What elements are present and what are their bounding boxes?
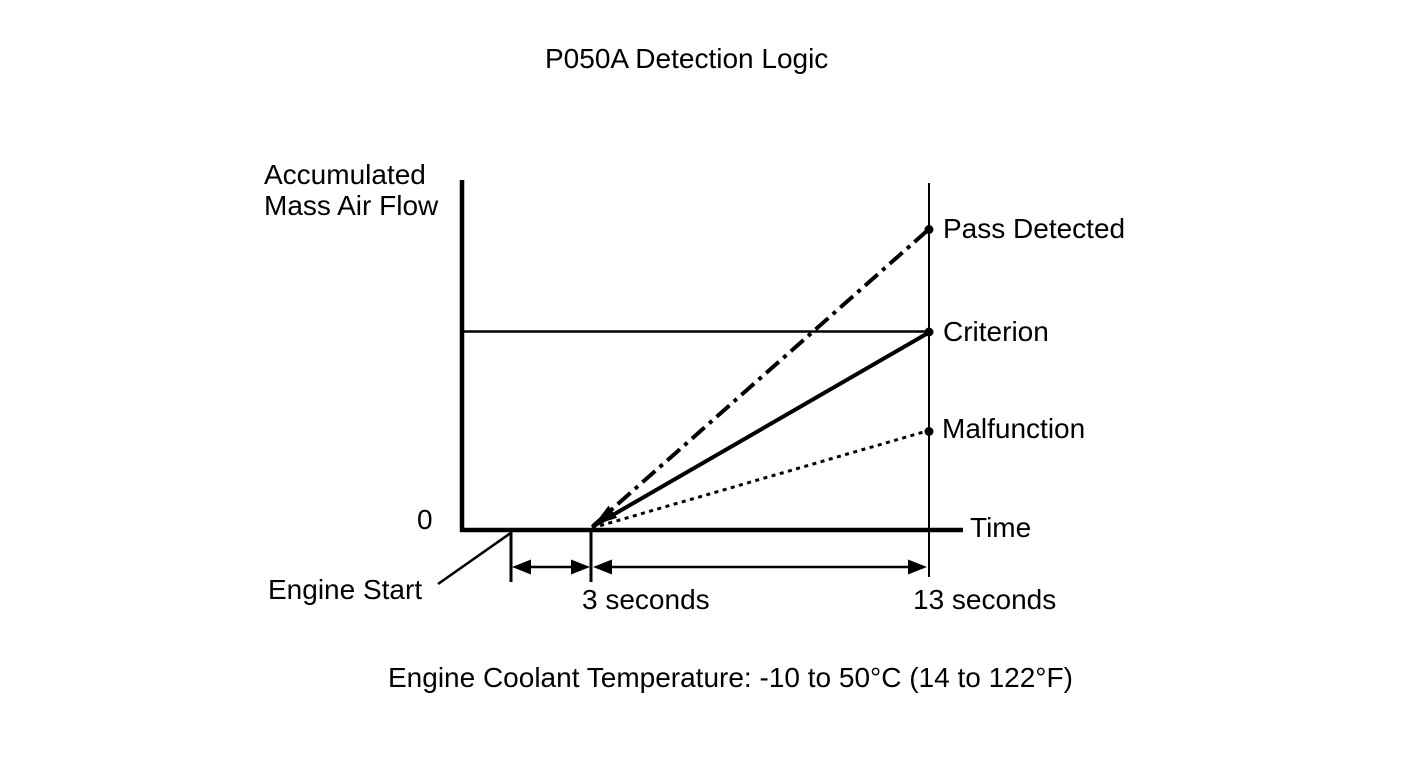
interval-arrow-start-to-3s	[512, 559, 590, 575]
malfunction-line	[591, 429, 928, 530]
y-axis-label: Accumulated Mass Air Flow	[264, 159, 439, 222]
coolant-temperature-caption: Engine Coolant Temperature: -10 to 50°C …	[388, 662, 1073, 693]
pass-detected-dot	[924, 225, 934, 234]
y-axis-label-line1: Accumulated	[264, 159, 426, 190]
origin-zero-label: 0	[417, 504, 433, 535]
figure-title: P050A Detection Logic	[545, 43, 829, 74]
origin-arrowhead	[594, 505, 618, 525]
y-axis-label-line2: Mass Air Flow	[264, 189, 439, 221]
thirteen-seconds-label: 13 seconds	[913, 584, 1057, 615]
three-seconds-label: 3 seconds	[582, 584, 710, 615]
engine-start-label: Engine Start	[268, 574, 423, 605]
criterion-label: Criterion	[943, 316, 1049, 347]
pass-detected-line	[591, 228, 930, 528]
criterion-line	[590, 331, 930, 529]
x-axis-time-label: Time	[970, 512, 1032, 543]
interval-arrow-3s-to-13s	[593, 559, 927, 575]
engine-start-leader-line	[437, 532, 511, 586]
pass-detected-label: Pass Detected	[943, 213, 1126, 244]
malfunction-dot	[924, 427, 934, 436]
criterion-dot	[924, 327, 934, 337]
malfunction-label: Malfunction	[942, 413, 1086, 444]
